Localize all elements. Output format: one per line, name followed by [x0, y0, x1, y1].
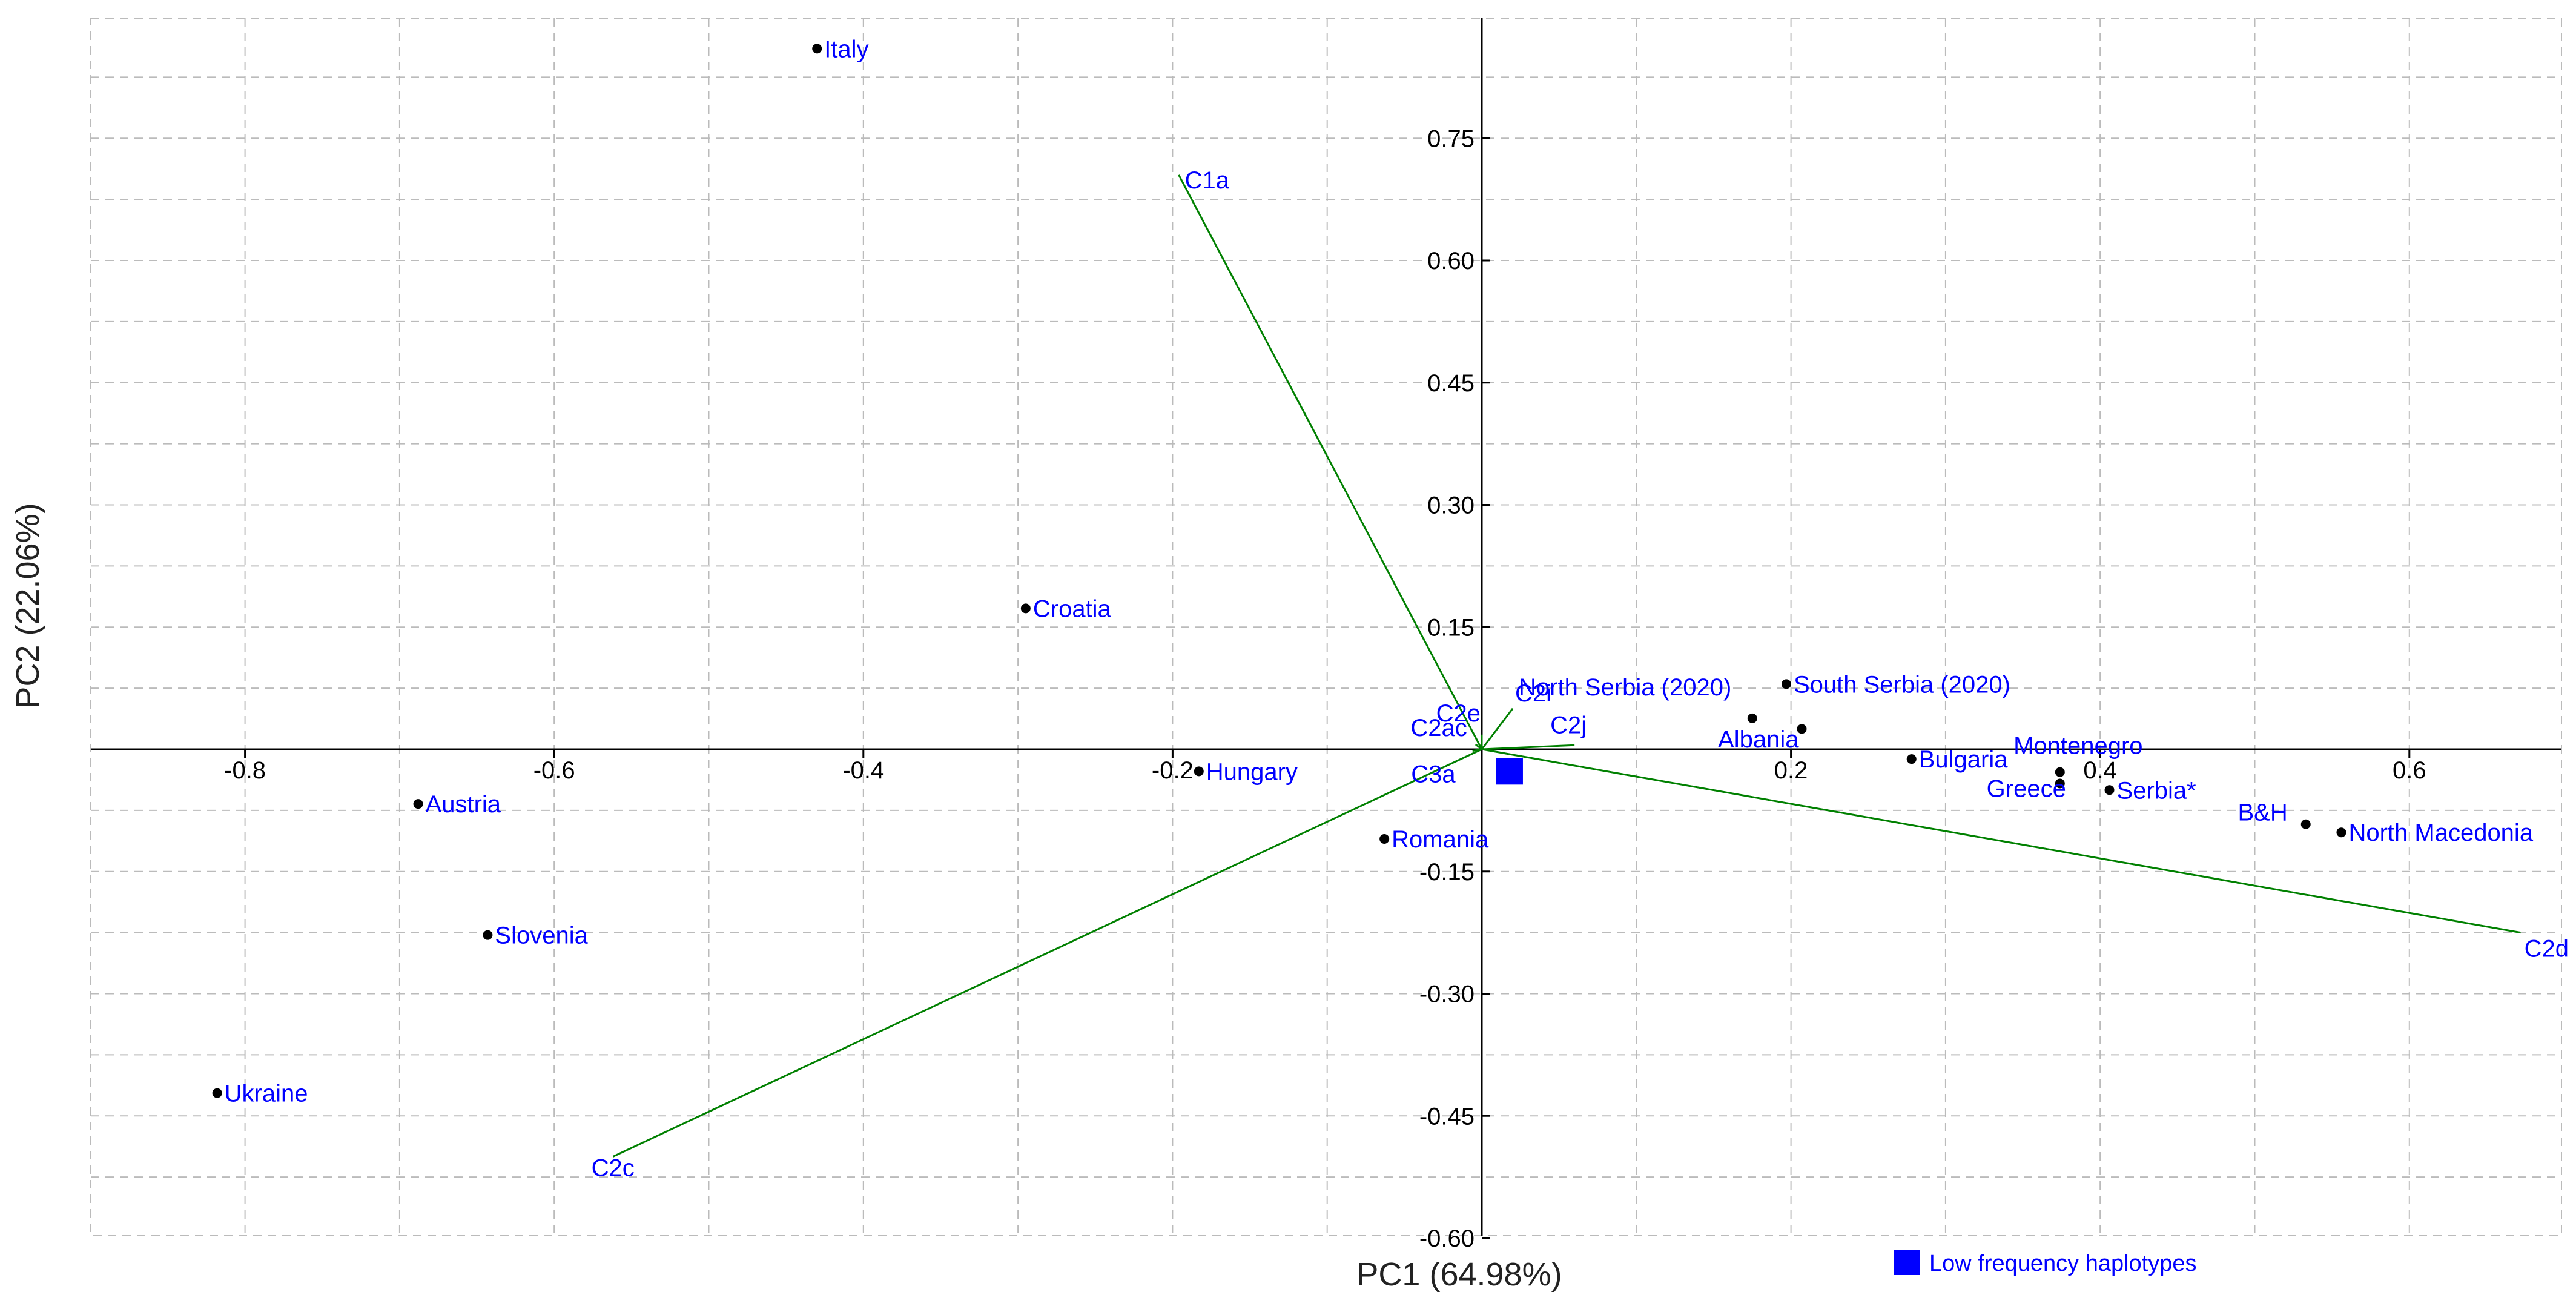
axis-titles: PC1 (64.98%) PC2 (22.06%) [10, 503, 1562, 1293]
x-tick-label: -0.4 [842, 757, 884, 784]
vector-line-c2ac [1475, 743, 1482, 750]
vector-line-c2i [1481, 707, 1514, 750]
vector-label-c2ac: C2ac [1410, 715, 1467, 741]
point-label: B&H [2237, 800, 2287, 826]
y-tick-label: -0.45 [1419, 1103, 1475, 1130]
vector-line-c2j [1481, 744, 1575, 750]
data-point [1906, 754, 1917, 764]
x-tick-label: -0.8 [224, 757, 266, 784]
vector-label-c2c: C2c [592, 1155, 635, 1182]
y-tick-label: 0.45 [1427, 370, 1475, 397]
legend-label: Low frequency haplotypes [1929, 1251, 2197, 1276]
y-tick-label: 0.15 [1427, 614, 1475, 641]
y-tick-label: -0.15 [1419, 859, 1475, 886]
point-label: Serbia* [2117, 777, 2196, 804]
data-point [212, 1088, 222, 1098]
vector-line-c3a [1472, 748, 1482, 752]
vector-label-c2j: C2j [1550, 712, 1587, 738]
x-tick-label: -0.2 [1152, 757, 1194, 784]
data-points: Italy Croatia Hungary Austria Slovenia Ukrain… [212, 36, 2534, 1107]
point-label: Greece [1987, 775, 2066, 802]
legend-swatch [1894, 1250, 1920, 1275]
axes: -0.8 -0.6 -0.4 -0.2 0.2 0.4 0.6 0.75 0.60 0.45 0.3… [91, 18, 2561, 1252]
vector-line-c1a [1178, 174, 1483, 750]
data-point [1747, 713, 1757, 723]
data-point [812, 44, 822, 54]
data-point [2300, 819, 2311, 829]
point-label: South Serbia (2020) [1794, 671, 2010, 698]
vector-label-c2e: C2e [1436, 700, 1481, 727]
data-point [413, 799, 423, 809]
x-tick-label: -0.6 [533, 757, 575, 784]
plot-frame [90, 18, 2562, 1236]
point-label: Ukraine [225, 1081, 308, 1107]
y-tick-label: 0.30 [1427, 492, 1475, 519]
data-point [1797, 724, 1807, 734]
data-point [2336, 827, 2346, 838]
point-label: Montenegro [2013, 733, 2142, 760]
low-frequency-marker [1496, 758, 1523, 785]
loading-vectors: C1a C2c C2d C2e C2i C2j C2ac C3a [592, 167, 2569, 1182]
data-point [1020, 603, 1031, 614]
x-tick-label: 0.4 [2083, 757, 2117, 784]
point-label: Romania [1392, 826, 1489, 853]
x-tick-label: 0.6 [2393, 757, 2426, 784]
vector-label-c2i: C2i [1515, 680, 1551, 707]
data-point [1379, 833, 1390, 844]
x-axis-title: PC1 (64.98%) [1356, 1256, 1562, 1293]
data-point [1781, 679, 1791, 689]
vector-line-c2d [1481, 748, 2521, 934]
x-tick-label: 0.2 [1774, 757, 1808, 784]
point-label: North Serbia (2020) [1519, 674, 1731, 701]
point-label: Hungary [1206, 758, 1298, 785]
grid [90, 18, 2562, 1236]
point-label: Albania [1718, 726, 1799, 753]
y-tick-label: -0.30 [1419, 981, 1475, 1008]
y-tick-label: -0.60 [1419, 1225, 1475, 1252]
y-tick-label: 0.75 [1427, 125, 1475, 152]
legend: Low frequency haplotypes [1894, 1250, 2197, 1276]
vector-label-c3a: C3a [1411, 761, 1456, 788]
point-label: Austria [426, 791, 501, 818]
vector-label-c1a: C1a [1185, 167, 1230, 194]
vector-line-c2c [612, 748, 1482, 1158]
point-label: Slovenia [495, 923, 588, 949]
point-label: Croatia [1033, 595, 1112, 622]
data-point [2055, 778, 2065, 789]
data-point [483, 930, 493, 940]
low-frequency-marker-group [1496, 758, 1523, 785]
data-point [2104, 785, 2115, 795]
point-label: Bulgaria [1919, 746, 2009, 773]
vector-label-c2d: C2d [2525, 936, 2569, 962]
data-point [2055, 767, 2065, 777]
data-point [1194, 766, 1204, 777]
y-tick-label: 0.60 [1427, 248, 1475, 274]
y-axis-title: PC2 (22.06%) [10, 503, 46, 708]
point-label: North Macedonia [2348, 820, 2533, 846]
point-label: Italy [824, 36, 868, 62]
